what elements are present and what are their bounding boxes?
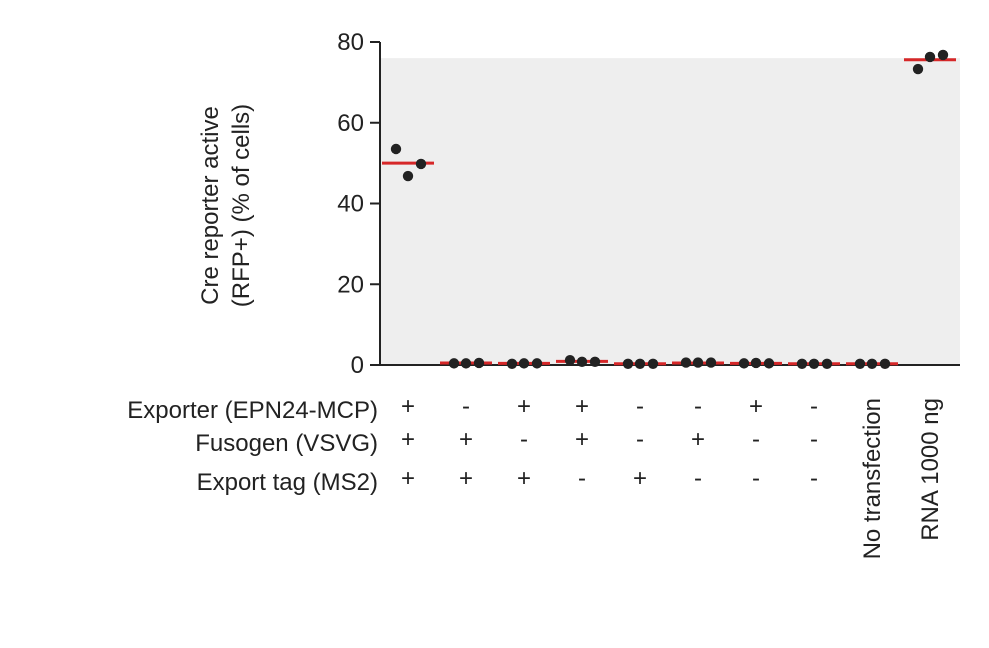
shaded-band xyxy=(380,58,960,366)
data-point xyxy=(415,158,427,170)
data-point xyxy=(796,358,808,369)
data-point xyxy=(647,358,659,369)
condition-value: - xyxy=(462,393,470,420)
condition-value: + xyxy=(575,426,589,453)
y-tick-label: 40 xyxy=(337,191,364,218)
data-point xyxy=(821,358,833,369)
data-point xyxy=(879,358,891,369)
data-point xyxy=(589,356,601,367)
condition-row-label: Fusogen (VSVG) xyxy=(195,430,378,457)
condition-value: - xyxy=(694,393,702,420)
condition-value: - xyxy=(636,393,644,420)
data-point xyxy=(448,358,460,369)
condition-value: + xyxy=(401,393,415,420)
y-tick-label: 80 xyxy=(337,29,364,56)
condition-value: + xyxy=(517,465,531,492)
data-point xyxy=(705,357,717,368)
data-point xyxy=(924,51,936,63)
condition-value: - xyxy=(520,426,528,453)
plot-background xyxy=(380,58,960,366)
data-point xyxy=(473,357,485,369)
data-point xyxy=(564,354,576,366)
condition-value: + xyxy=(575,393,589,420)
condition-value: + xyxy=(749,393,763,420)
data-point xyxy=(518,358,530,369)
data-point xyxy=(692,357,704,368)
data-point xyxy=(912,63,924,75)
data-point xyxy=(576,356,588,367)
condition-value: - xyxy=(636,426,644,453)
data-points xyxy=(390,49,949,369)
data-point xyxy=(854,358,866,369)
condition-row-label: Export tag (MS2) xyxy=(197,469,378,496)
data-point xyxy=(738,358,750,369)
category-label: RNA 1000 ng xyxy=(917,398,944,541)
data-point xyxy=(622,358,634,369)
data-point xyxy=(460,358,472,369)
data-point xyxy=(808,358,820,369)
condition-value: - xyxy=(810,465,818,492)
condition-row-label: Exporter (EPN24-MCP) xyxy=(127,397,378,424)
condition-value: + xyxy=(459,426,473,453)
data-point xyxy=(531,358,543,369)
condition-value: - xyxy=(810,393,818,420)
condition-value: + xyxy=(517,393,531,420)
condition-value: + xyxy=(401,426,415,453)
data-point xyxy=(506,358,518,369)
y-axis-label: Cre reporter active (RFP+) (% of cells) xyxy=(197,104,255,307)
category-label: No transfection xyxy=(859,398,886,559)
y-tick-label: 20 xyxy=(337,271,364,298)
data-point xyxy=(763,358,775,369)
data-point xyxy=(937,49,949,61)
y-axis-label-line: (RFP+) (% of cells) xyxy=(228,104,255,307)
data-point xyxy=(866,358,878,369)
condition-table: Exporter (EPN24-MCP) + - + + - - + - Fusogen (VSV… xyxy=(127,393,944,559)
y-axis-label-line: Cre reporter active xyxy=(197,106,224,305)
condition-value: + xyxy=(401,465,415,492)
condition-value: + xyxy=(459,465,473,492)
condition-value: - xyxy=(578,465,586,492)
data-point xyxy=(680,357,692,368)
y-tick-label: 0 xyxy=(351,352,364,379)
data-point xyxy=(750,357,762,369)
data-point xyxy=(634,358,646,369)
condition-value: - xyxy=(810,426,818,453)
condition-value: - xyxy=(752,465,760,492)
condition-value: - xyxy=(752,426,760,453)
data-point xyxy=(402,170,414,182)
condition-value: + xyxy=(633,465,647,492)
data-point xyxy=(390,143,402,155)
condition-value: + xyxy=(691,426,705,453)
condition-value: - xyxy=(694,465,702,492)
y-tick-label: 60 xyxy=(337,110,364,137)
